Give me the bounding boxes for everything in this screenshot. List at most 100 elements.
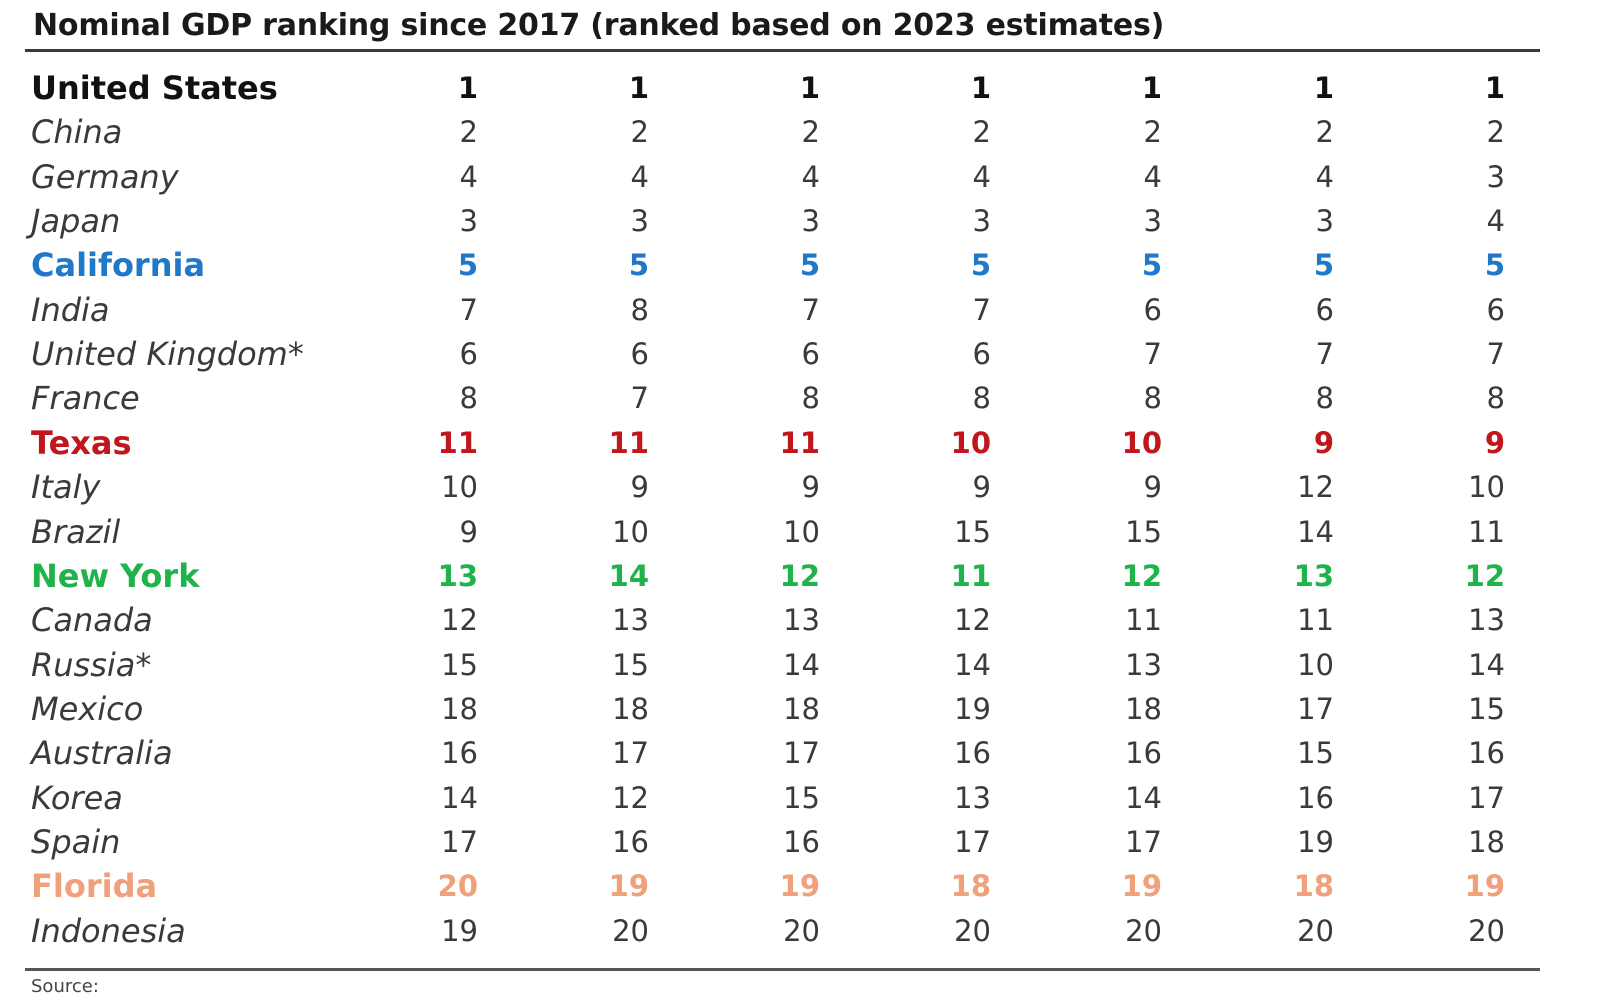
rank-cell: 1 [457,71,478,105]
rank-cell: 12 [954,603,991,638]
row-label: Korea [31,778,123,817]
rank-cell: 16 [783,824,820,859]
rank-cell: 6 [1486,292,1505,327]
rank-cell: 19 [608,869,649,904]
table-row: India 7 8 7 7 6 6 6 [0,288,1600,333]
rank-cell: 2 [630,115,649,150]
row-label: Japan [31,202,121,241]
rank-cell: 7 [1315,337,1334,372]
bottom-rule [25,968,1540,971]
rank-cell: 9 [972,470,991,505]
row-label: China [31,113,123,152]
rank-cell: 15 [1125,514,1162,549]
rank-cell: 17 [612,736,649,771]
table-row: Japan 3 3 3 3 3 3 4 [0,199,1600,244]
rank-cell: 1 [1313,71,1334,105]
rank-cell: 19 [441,913,478,948]
row-label: Germany [31,157,179,196]
rank-cell: 18 [1293,869,1334,904]
rank-cell: 15 [954,514,991,549]
rank-cell: 17 [1125,824,1162,859]
rank-cell: 10 [1297,647,1334,682]
rank-cell: 7 [630,381,649,416]
rank-cell: 7 [459,292,478,327]
rank-cell: 8 [801,381,820,416]
table-row: United Kingdom* 6 6 6 6 7 7 7 [0,332,1600,377]
rank-cell: 16 [441,736,478,771]
rank-cell: 10 [441,470,478,505]
rank-cell: 10 [950,425,991,460]
rank-cell: 3 [972,204,991,239]
rank-cell: 4 [1486,204,1505,239]
rank-cell: 10 [1121,425,1162,460]
rank-cell: 11 [1297,603,1334,638]
rank-cell: 20 [1125,913,1162,948]
rank-cell: 3 [1143,204,1162,239]
rank-cell: 6 [972,337,991,372]
rank-cell: 5 [457,248,478,283]
rank-cell: 7 [801,292,820,327]
table-row: Canada 12 13 13 12 11 11 13 [0,598,1600,643]
rank-cell: 12 [1297,470,1334,505]
rank-cell: 14 [1468,647,1505,682]
rank-cell: 6 [630,337,649,372]
row-label: California [31,246,206,285]
source-note: Source: [31,976,99,997]
rank-cell: 20 [783,913,820,948]
rank-cell: 20 [1297,913,1334,948]
rank-cell: 17 [441,824,478,859]
table-row: China 2 2 2 2 2 2 2 [0,110,1600,155]
rank-cell: 18 [1125,691,1162,726]
rank-cell: 19 [954,691,991,726]
rank-cell: 16 [1468,736,1505,771]
rank-cell: 4 [972,159,991,194]
rank-cell: 15 [612,647,649,682]
rank-cell: 19 [1464,869,1505,904]
rank-cell: 20 [1468,913,1505,948]
rank-cell: 8 [459,381,478,416]
rank-cell: 12 [1121,558,1162,593]
rank-cell: 7 [1486,337,1505,372]
rank-cell: 9 [1484,425,1505,460]
rank-cell: 12 [612,780,649,815]
rank-cell: 12 [1464,558,1505,593]
top-rule [25,49,1540,52]
rank-cell: 2 [459,115,478,150]
rank-cell: 1 [970,71,991,105]
rank-cell: 10 [783,514,820,549]
rank-cell: 17 [1297,691,1334,726]
rank-cell: 4 [801,159,820,194]
rank-cell: 11 [608,425,649,460]
rank-cell: 13 [783,603,820,638]
rank-cell: 13 [1293,558,1334,593]
rank-cell: 10 [1468,470,1505,505]
row-label: Florida [31,867,158,906]
rank-cell: 1 [1484,71,1505,105]
rank-cell: 1 [799,71,820,105]
rank-cell: 14 [608,558,649,593]
rank-cell: 12 [779,558,820,593]
rank-cell: 3 [801,204,820,239]
rank-cell: 16 [612,824,649,859]
rank-cell: 13 [437,558,478,593]
rank-cell: 2 [1486,115,1505,150]
table-row: Mexico 18 18 18 19 18 17 15 [0,687,1600,732]
rank-cell: 6 [459,337,478,372]
rank-cell: 8 [630,292,649,327]
rank-cell: 15 [441,647,478,682]
rank-cell: 13 [954,780,991,815]
rank-cell: 4 [459,159,478,194]
row-label: Brazil [31,512,121,551]
rank-cell: 3 [459,204,478,239]
table-row: United States 1 1 1 1 1 1 1 [0,66,1600,111]
rank-cell: 17 [783,736,820,771]
rank-cell: 19 [1297,824,1334,859]
rank-cell: 18 [441,691,478,726]
rank-cell: 6 [801,337,820,372]
rank-cell: 20 [437,869,478,904]
rank-cell: 11 [950,558,991,593]
rank-cell: 2 [1315,115,1334,150]
table-row: New York 13 14 12 11 12 13 12 [0,554,1600,599]
row-label: Italy [31,468,101,507]
rank-cell: 5 [970,248,991,283]
